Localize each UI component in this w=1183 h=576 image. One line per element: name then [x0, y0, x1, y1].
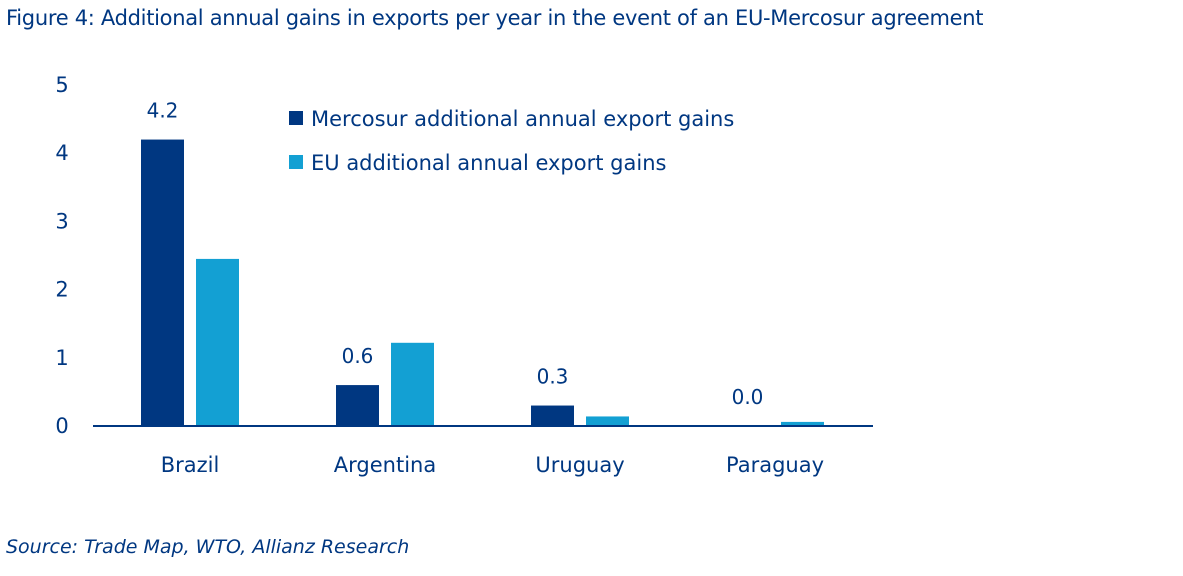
bar-chart: 0 1 2 3 4 5 4.2 0.6 0.3 0.0 Brazil Argentina Urugu… — [55, 73, 873, 477]
bar-value-label: 4.2 — [147, 99, 179, 123]
legend-label: EU additional annual export gains — [311, 151, 666, 175]
bar-eu-paraguay — [781, 421, 824, 426]
legend-swatch — [289, 155, 303, 169]
legend-swatch — [289, 111, 303, 125]
x-tick-label: Brazil — [161, 453, 220, 477]
bar-mercosur-brazil — [141, 139, 184, 426]
x-tick-label: Paraguay — [726, 453, 824, 477]
y-tick-label: 4 — [55, 141, 68, 165]
bar-eu-uruguay — [586, 416, 629, 426]
bar-mercosur-argentina — [336, 385, 379, 426]
bar-value-labels: 4.2 0.6 0.3 0.0 — [147, 99, 764, 409]
y-tick-label: 2 — [55, 278, 68, 302]
x-axis-category-labels: Brazil Argentina Uruguay Paraguay — [161, 453, 824, 477]
legend: Mercosur additional annual export gains E… — [289, 107, 734, 175]
figure-title: Figure 4: Additional annual gains in exp… — [6, 6, 984, 30]
x-tick-label: Uruguay — [535, 453, 624, 477]
y-tick-label: 0 — [55, 414, 68, 438]
bars — [141, 139, 824, 426]
bar-value-label: 0.6 — [342, 344, 374, 368]
legend-label: Mercosur additional annual export gains — [311, 107, 734, 131]
y-axis-ticks: 0 1 2 3 4 5 — [55, 73, 68, 438]
bar-eu-brazil — [196, 258, 239, 426]
y-tick-label: 1 — [55, 346, 68, 370]
x-tick-label: Argentina — [334, 453, 436, 477]
bar-eu-argentina — [391, 342, 434, 426]
y-tick-label: 5 — [55, 73, 68, 97]
bar-value-label: 0.3 — [537, 365, 569, 389]
bar-value-label: 0.0 — [732, 385, 764, 409]
source-note: Source: Trade Map, WTO, Allianz Research — [6, 536, 410, 558]
bar-mercosur-uruguay — [531, 405, 574, 426]
y-tick-label: 3 — [55, 209, 68, 233]
